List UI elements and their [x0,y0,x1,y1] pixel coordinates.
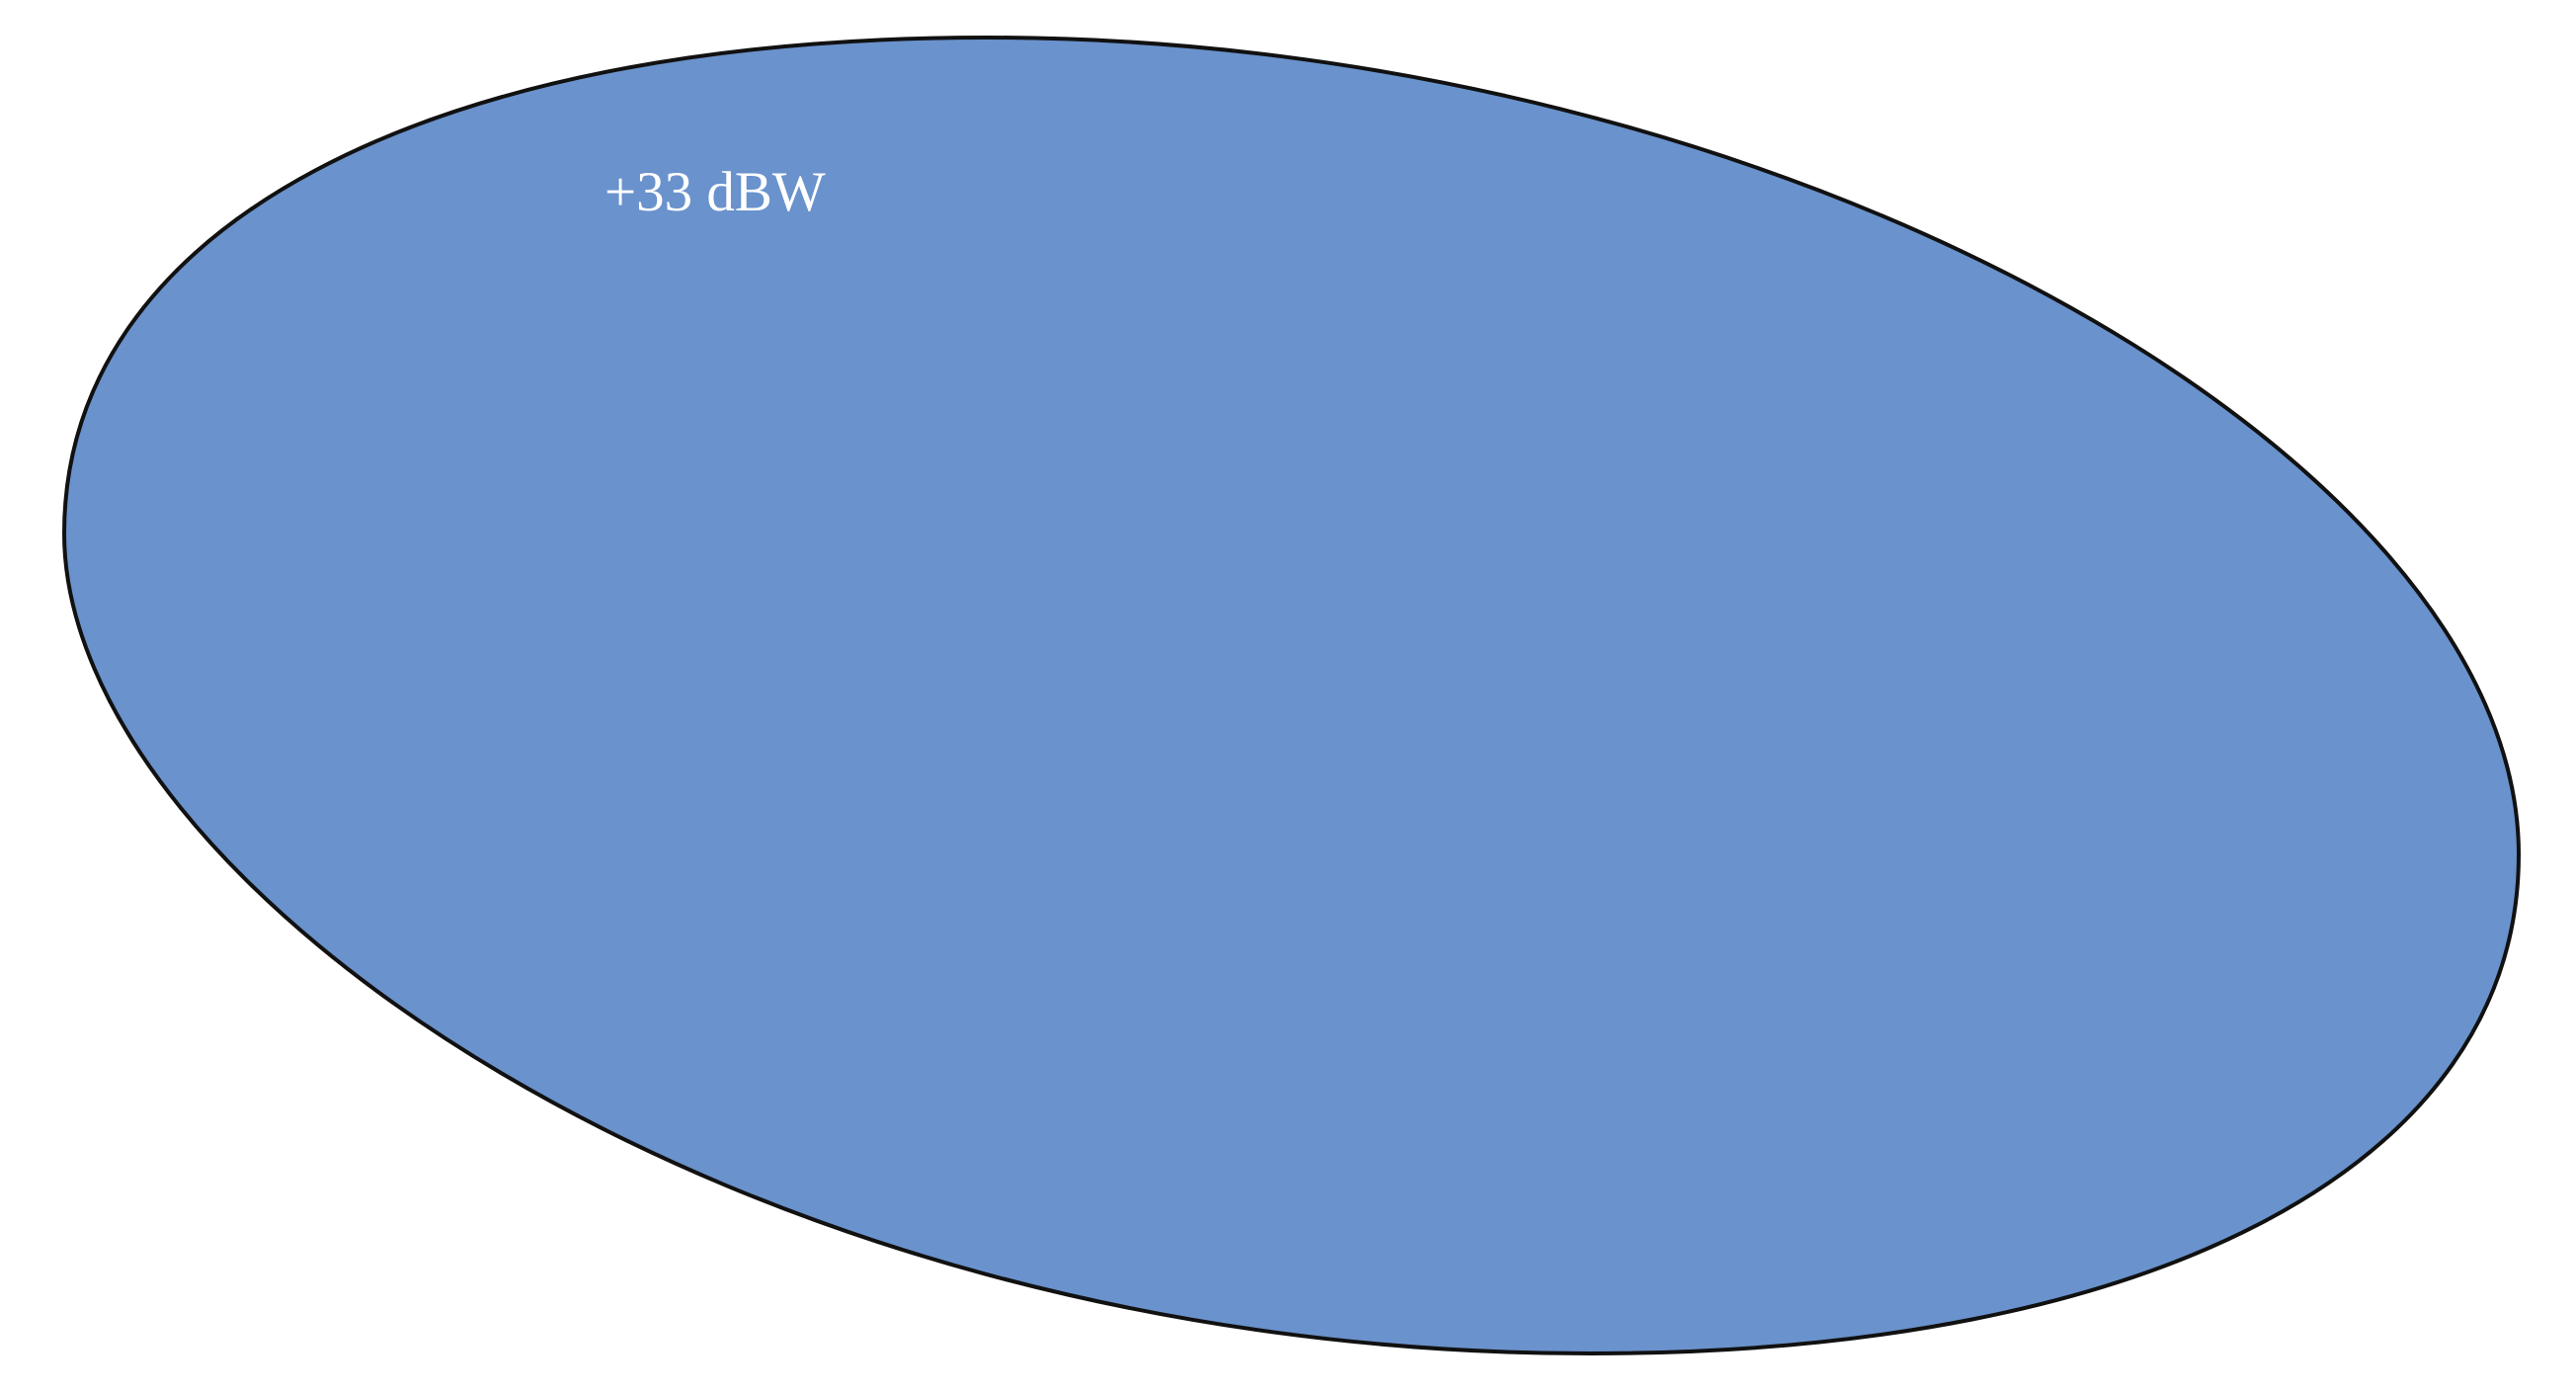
coverage-contour [61,35,2522,1356]
contour-label: +33 dBW [604,161,826,223]
